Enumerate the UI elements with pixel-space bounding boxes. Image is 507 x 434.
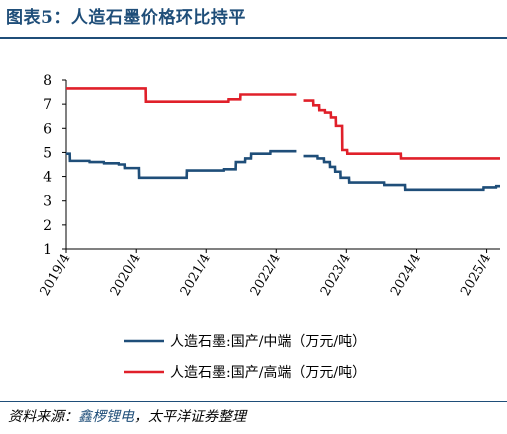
plot-area: 1 2 3 4 5 6 7 8 2019/4 2020/4 2021/4 2022/4 2023/4 20… [38, 73, 500, 299]
legend-label-1: 人造石墨:国产/中端（万元/吨） [170, 334, 366, 350]
y-tick-label: 3 [43, 194, 52, 210]
figure-title: 图表5：人造石墨价格环比持平 [6, 8, 246, 28]
y-tick-label: 5 [43, 145, 52, 161]
series-line-1 [66, 149, 500, 192]
x-tick-label: 2021/4 [178, 252, 214, 299]
y-tick-label: 8 [43, 73, 52, 89]
x-tick-label: 2025/4 [458, 252, 494, 299]
x-tick-label: 2019/4 [38, 252, 74, 299]
y-tick-label: 2 [43, 218, 52, 234]
y-tick-label: 1 [43, 242, 52, 258]
source-rule [0, 401, 507, 402]
source-suffix: ，太平洋证券整理 [134, 409, 246, 425]
title-rule [0, 37, 507, 39]
series-line-2 [66, 87, 500, 160]
chart: 1 2 3 4 5 6 7 8 2019/4 2020/4 2021/4 2022/4 2023/4 20… [38, 73, 500, 381]
y-tick-label: 7 [43, 97, 52, 113]
source-note: 资料来源：鑫椤锂电，太平洋证券整理 [8, 406, 246, 426]
source-prefix: 资料来源： [8, 409, 78, 425]
x-tick-label: 2023/4 [318, 252, 354, 299]
x-tick-label: 2024/4 [388, 252, 424, 299]
x-tick-label: 2022/4 [248, 252, 284, 299]
y-tick-label: 4 [43, 170, 52, 186]
source-org: 鑫椤锂电 [78, 409, 134, 425]
legend-label-2: 人造石墨:国产/高端（万元/吨） [170, 364, 366, 381]
x-tick-label: 2020/4 [108, 252, 144, 299]
y-tick-label: 6 [43, 121, 52, 137]
legend: 人造石墨:国产/中端（万元/吨） 人造石墨:国产/高端（万元/吨） [124, 334, 366, 381]
